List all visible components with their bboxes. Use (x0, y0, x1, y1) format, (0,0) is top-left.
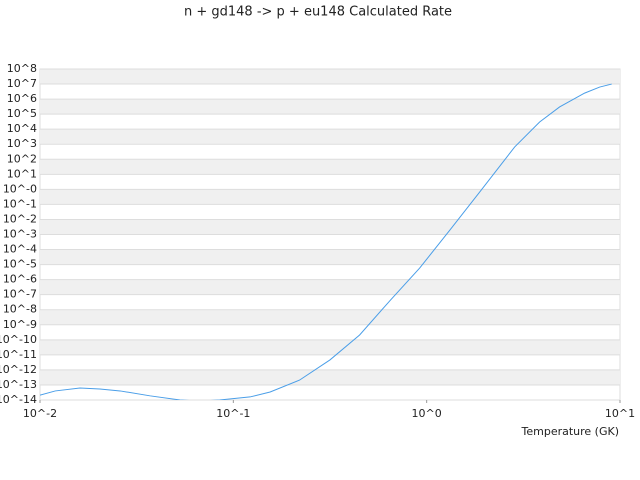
grid-band (40, 369, 620, 385)
grid-band (40, 99, 620, 115)
y-tick-label: 10^-7 (3, 288, 37, 301)
x-tick-label: 10^-2 (23, 407, 57, 420)
grid-band (40, 129, 620, 145)
y-tick-label: 10^-4 (3, 243, 37, 256)
grid-band (40, 69, 620, 85)
grid-band (40, 249, 620, 265)
x-tick-label: 10^-1 (216, 407, 250, 420)
y-tick-label: 10^-5 (3, 258, 37, 271)
y-tick-label: 10^-11 (0, 348, 37, 361)
grid-band (40, 279, 620, 295)
y-tick-label: 10^-9 (3, 318, 37, 331)
grid-band (40, 339, 620, 355)
y-tick-label: 10^-8 (3, 303, 37, 316)
y-tick-label: 10^3 (7, 137, 37, 150)
y-tick-label: 10^-10 (0, 333, 37, 346)
y-tick-label: 10^-12 (0, 363, 37, 376)
y-tick-label: 10^-3 (3, 228, 37, 241)
x-axis-label: Temperature (GK) (521, 425, 620, 438)
data-line (40, 83, 612, 400)
chart-title: n + gd148 -> p + eu148 Calculated Rate (184, 5, 452, 20)
grid-band (40, 189, 620, 205)
y-tick-label: 10^-0 (3, 182, 37, 195)
y-tick-label: 10^-1 (3, 197, 37, 210)
x-tick-label: 10^0 (412, 407, 442, 420)
y-tick-label: 10^2 (7, 152, 37, 165)
y-tick-label: 10^-14 (0, 393, 37, 406)
x-tick-label: 10^1 (605, 407, 635, 420)
grid-band (40, 219, 620, 235)
y-tick-label: 10^6 (7, 92, 37, 105)
y-tick-label: 10^8 (7, 62, 37, 75)
y-tick-label: 10^-13 (0, 378, 37, 391)
grid-band (40, 309, 620, 325)
y-tick-label: 10^-2 (3, 212, 37, 225)
y-tick-label: 10^-6 (3, 273, 37, 286)
y-tick-label: 10^1 (7, 167, 37, 180)
y-tick-label: 10^4 (7, 122, 37, 135)
y-tick-label: 10^5 (7, 107, 37, 120)
grid-band (40, 159, 620, 175)
y-tick-label: 10^7 (7, 77, 37, 90)
